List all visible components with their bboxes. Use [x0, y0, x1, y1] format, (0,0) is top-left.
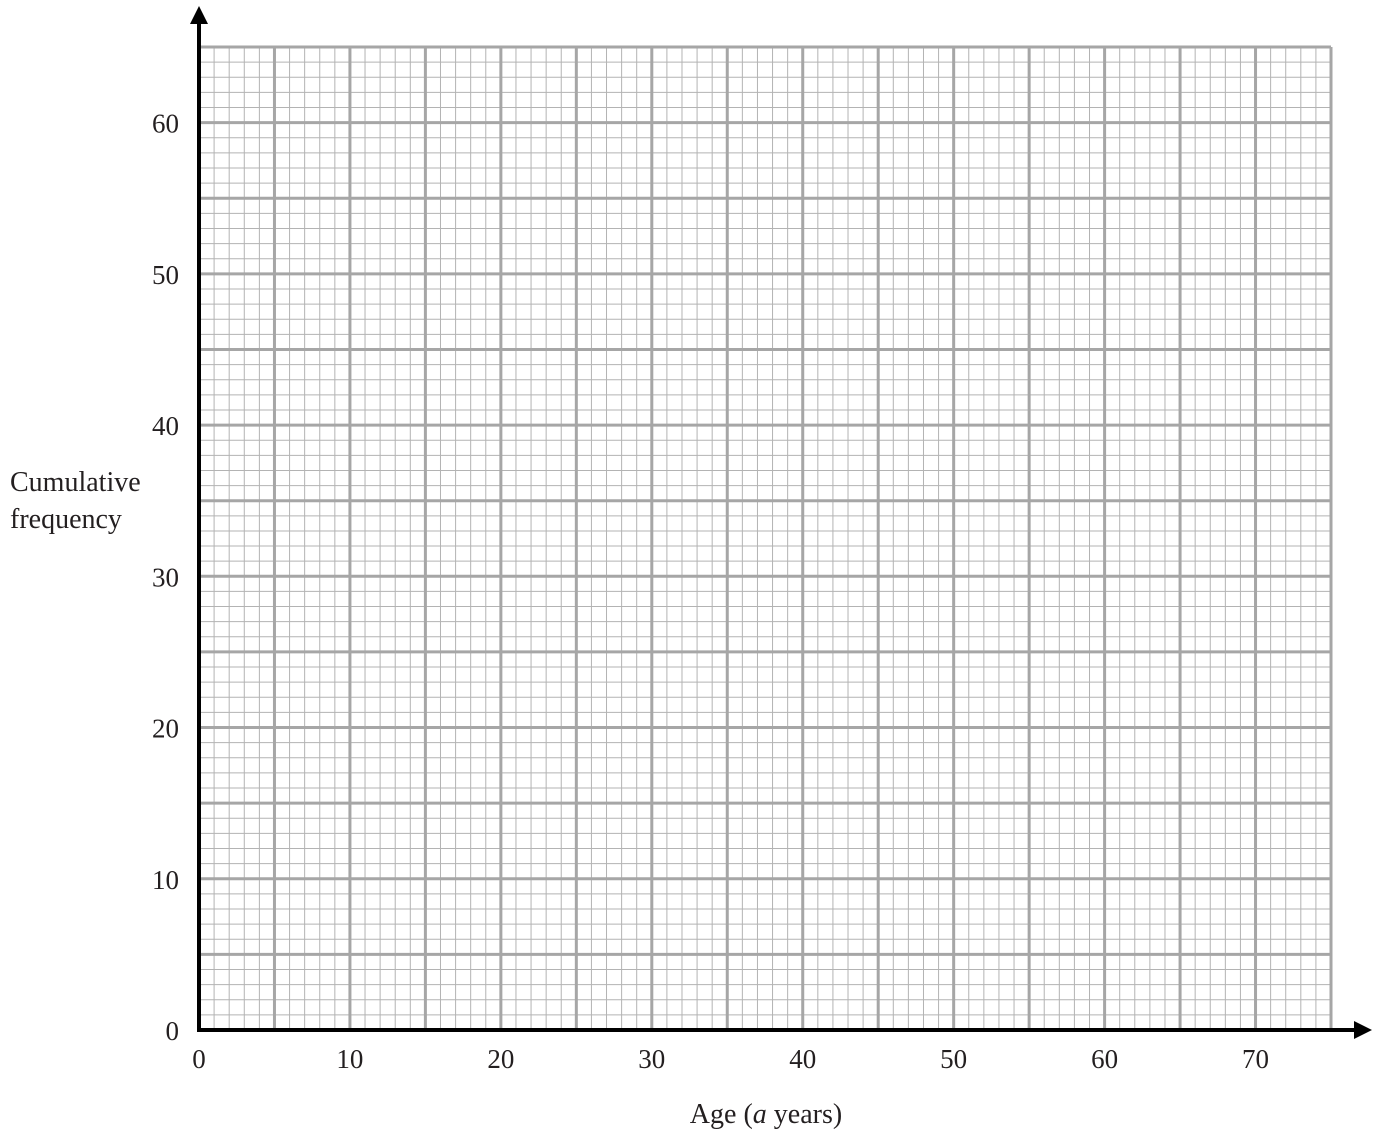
x-axis-title: Age (a years) [690, 1099, 842, 1130]
y-tick-label: 60 [152, 109, 179, 139]
axes [190, 6, 1372, 1039]
x-tick-label: 40 [789, 1044, 816, 1074]
x-tick-labels: 0 10 20 30 40 50 60 70 [192, 1044, 1269, 1074]
x-axis-title-suffix: years) [767, 1099, 842, 1130]
x-tick-label: 70 [1242, 1044, 1269, 1074]
y-axis-title-line-2: frequency [10, 504, 122, 535]
x-axis-arrow-icon [1354, 1021, 1372, 1039]
x-tick-label: 0 [192, 1044, 206, 1074]
x-axis-title-variable: a [753, 1099, 767, 1130]
x-tick-label: 50 [940, 1044, 967, 1074]
x-tick-label: 20 [487, 1044, 514, 1074]
x-tick-label: 30 [638, 1044, 665, 1074]
x-tick-label: 10 [336, 1044, 363, 1074]
y-axis-title-line-1: Cumulative [10, 467, 141, 498]
y-tick-label: 20 [152, 714, 179, 744]
y-tick-labels: 0 10 20 30 40 50 60 [152, 109, 179, 1046]
y-tick-label: 40 [152, 411, 179, 441]
y-tick-label: 30 [152, 562, 179, 592]
x-axis-title-prefix: Age ( [690, 1099, 753, 1130]
y-tick-label: 0 [166, 1016, 180, 1046]
y-tick-label: 10 [152, 865, 179, 895]
y-tick-label: 50 [152, 260, 179, 290]
graph-paper-grid [197, 45, 1333, 1032]
x-tick-label: 60 [1091, 1044, 1118, 1074]
y-axis-arrow-icon [190, 6, 208, 24]
